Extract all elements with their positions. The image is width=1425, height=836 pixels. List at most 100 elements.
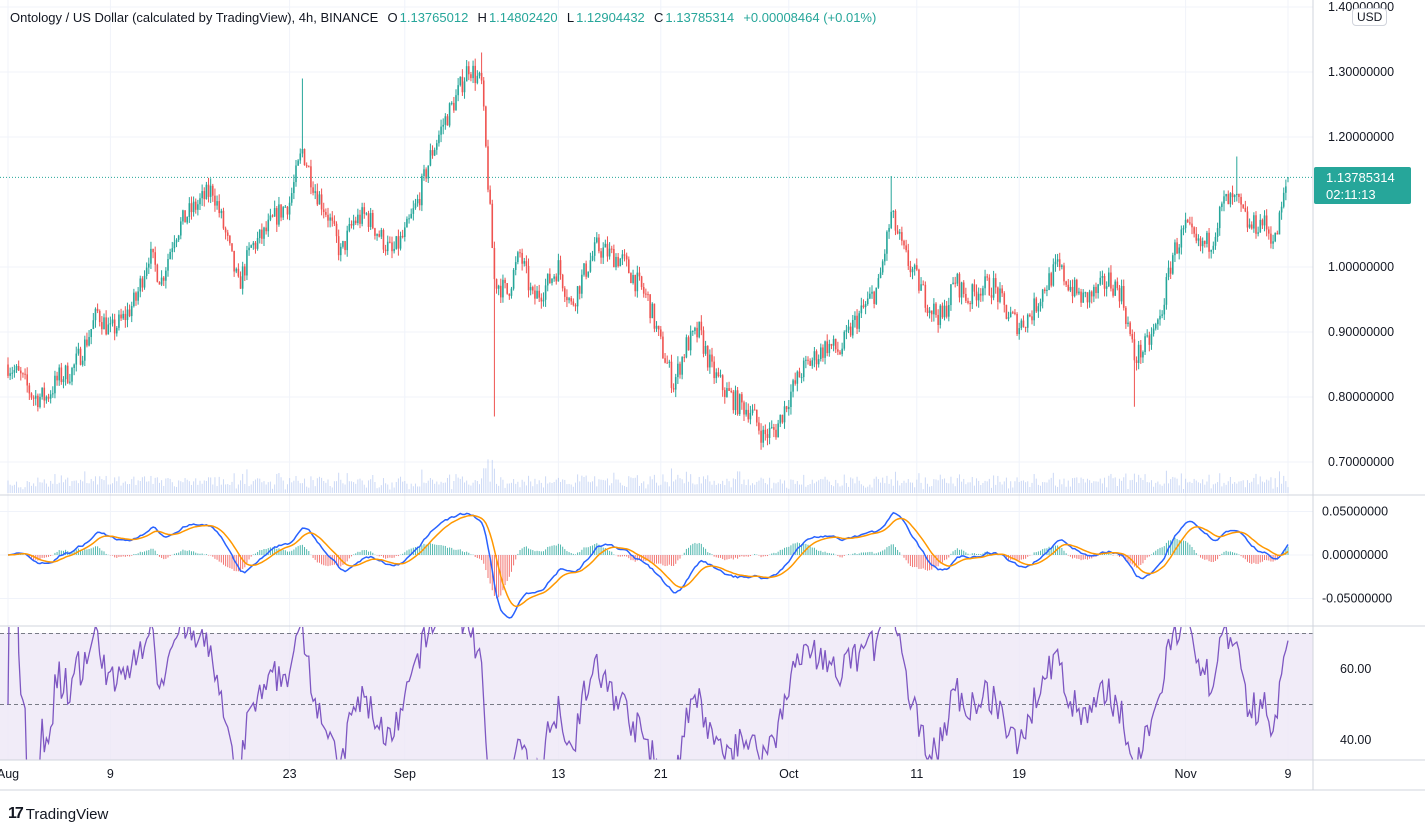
candle-body [1003, 293, 1006, 305]
candle-body [453, 102, 455, 111]
candle-body [598, 237, 600, 252]
candle-body [700, 321, 703, 331]
candle-body [361, 207, 363, 224]
candle-body [378, 234, 380, 237]
candle-body [49, 394, 52, 399]
candle-body [619, 258, 622, 267]
candle-body [1191, 223, 1193, 228]
candle-body [741, 394, 743, 403]
candle-body [382, 230, 385, 250]
candle-body [372, 212, 374, 229]
candle-body [299, 153, 302, 161]
candle-body [485, 106, 487, 147]
candle-body [90, 328, 92, 338]
candle-body [295, 165, 297, 183]
candle-body [367, 213, 370, 227]
rsi-line [7, 627, 1289, 760]
macd-tick-label: 0.05000000 [1322, 505, 1388, 519]
candle-body [689, 331, 692, 351]
open-label: O [387, 10, 398, 25]
currency-button[interactable]: USD [1352, 8, 1388, 26]
candle-body [1001, 288, 1003, 294]
candle-body [1206, 232, 1208, 244]
candle-body [1095, 286, 1097, 294]
candle-body [489, 189, 491, 204]
candle-body [555, 276, 558, 282]
axes: 1.400000001.300000001.200000001.00000000… [0, 0, 1394, 781]
candle-body [293, 182, 295, 194]
candle-body [909, 265, 912, 273]
candle-body [512, 269, 515, 289]
candle-body [58, 367, 60, 381]
candle-body [890, 211, 892, 228]
candle-body [593, 242, 596, 256]
candle-body [1039, 301, 1042, 307]
tradingview-brand[interactable]: TradingView [25, 805, 109, 823]
candle-body [790, 391, 792, 407]
candle-body [557, 260, 560, 282]
candle-body [54, 375, 56, 394]
candle-body [538, 290, 540, 298]
candle-body [86, 339, 88, 346]
candle-body [56, 375, 58, 381]
candle-body [337, 236, 340, 256]
candle-body [1195, 233, 1198, 241]
candle-body [391, 242, 393, 252]
candle-body [630, 273, 632, 284]
candle-body [461, 76, 464, 93]
candle-body [800, 377, 803, 379]
candle-body [446, 116, 449, 126]
candle-body [1035, 298, 1038, 312]
candle-body [408, 218, 410, 220]
candle-body [1216, 228, 1219, 237]
candle-body [359, 214, 361, 224]
candle-body [751, 409, 754, 413]
candle-body [711, 354, 713, 362]
candle-body [88, 337, 90, 346]
price-tick-label: 0.90000000 [1328, 325, 1394, 339]
candle-body [945, 305, 948, 317]
candle-body [354, 220, 357, 224]
candle-body [261, 229, 263, 239]
last-price-label: 1.13785314 02:11:13 [1314, 167, 1411, 204]
candle-body [1061, 265, 1063, 268]
candle-body [346, 230, 348, 251]
candle-body [397, 236, 400, 249]
close-label: C [654, 10, 664, 25]
candle-body [478, 72, 481, 76]
candle-body [342, 241, 344, 247]
candle-body [832, 338, 835, 346]
candle-body [1133, 339, 1136, 361]
macd-tick-label: -0.05000000 [1322, 592, 1392, 606]
candle-body [715, 372, 718, 379]
candle-body [828, 343, 831, 354]
candle-body [958, 273, 961, 298]
candle-body [1167, 267, 1170, 278]
candle-body [924, 284, 927, 308]
candle-body [1178, 247, 1180, 254]
candle-body [728, 388, 730, 391]
candle-body [651, 303, 654, 319]
candle-body [954, 282, 956, 284]
candle-body [316, 191, 319, 205]
time-tick-label: Aug [0, 767, 19, 781]
candle-body [186, 216, 188, 223]
candle-body [273, 208, 276, 217]
candle-body [267, 219, 270, 232]
time-tick-label: Nov [1174, 767, 1197, 781]
candle-body [286, 206, 289, 215]
candle-body [956, 273, 959, 284]
candle-body [333, 220, 336, 224]
candle-body [158, 281, 161, 285]
candle-body [683, 357, 686, 359]
candle-body [918, 269, 920, 291]
candle-body [79, 348, 82, 365]
candle-body [37, 395, 39, 408]
rsi-band [0, 633, 1313, 760]
candle-body [965, 293, 967, 301]
candle-body [491, 203, 494, 248]
candle-body [399, 235, 402, 249]
candle-body [269, 215, 272, 220]
chart-canvas[interactable]: 1.400000001.300000001.200000001.00000000… [0, 0, 1425, 795]
candle-body [282, 207, 284, 218]
